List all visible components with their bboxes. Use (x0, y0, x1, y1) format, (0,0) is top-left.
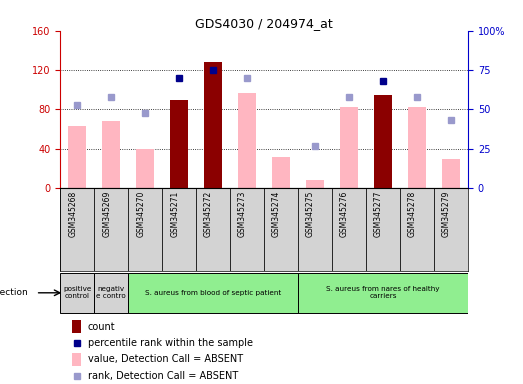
Bar (298, 273, 468, 313)
Text: rank, Detection Call = ABSENT: rank, Detection Call = ABSENT (88, 371, 238, 381)
Text: percentile rank within the sample: percentile rank within the sample (88, 338, 253, 348)
Text: negativ
e contro: negativ e contro (96, 286, 126, 299)
Bar (68, 126, 86, 188)
Bar (72, 320, 82, 333)
Bar (60, 188, 94, 271)
Text: GSM345279: GSM345279 (442, 190, 451, 237)
Bar (94, 188, 128, 271)
Bar (230, 188, 264, 271)
Text: S. aureus from blood of septic patient: S. aureus from blood of septic patient (145, 290, 281, 296)
Bar (366, 188, 400, 271)
Text: GSM345277: GSM345277 (374, 190, 383, 237)
Text: GSM345278: GSM345278 (408, 190, 417, 237)
Bar (442, 159, 460, 188)
Bar (264, 188, 298, 271)
Bar (60, 273, 94, 313)
Bar (72, 353, 82, 366)
Bar (400, 188, 434, 271)
Title: GDS4030 / 204974_at: GDS4030 / 204974_at (195, 17, 333, 30)
Text: positive
control: positive control (63, 286, 92, 299)
Text: S. aureus from nares of healthy
carriers: S. aureus from nares of healthy carriers (326, 286, 440, 299)
Bar (408, 108, 426, 188)
Bar (136, 149, 154, 188)
Text: count: count (88, 322, 116, 332)
Text: GSM345275: GSM345275 (306, 190, 315, 237)
Bar (374, 95, 392, 188)
Bar (128, 273, 298, 313)
Bar (170, 99, 188, 188)
Text: GSM345271: GSM345271 (170, 190, 179, 237)
Text: infection: infection (0, 288, 28, 297)
Bar (298, 188, 332, 271)
Bar (332, 188, 366, 271)
Bar (128, 188, 162, 271)
Text: value, Detection Call = ABSENT: value, Detection Call = ABSENT (88, 354, 243, 364)
Bar (196, 188, 230, 271)
Bar (340, 108, 358, 188)
Bar (204, 62, 222, 188)
Text: GSM345269: GSM345269 (102, 190, 111, 237)
Bar (162, 188, 196, 271)
Text: GSM345272: GSM345272 (204, 190, 213, 237)
Bar (238, 93, 256, 188)
Text: GSM345268: GSM345268 (68, 190, 77, 237)
Text: GSM345273: GSM345273 (238, 190, 247, 237)
Text: GSM345276: GSM345276 (340, 190, 349, 237)
Bar (434, 188, 468, 271)
Bar (306, 180, 324, 188)
Bar (102, 121, 120, 188)
Bar (94, 273, 128, 313)
Text: GSM345274: GSM345274 (272, 190, 281, 237)
Text: GSM345270: GSM345270 (136, 190, 145, 237)
Bar (272, 157, 290, 188)
